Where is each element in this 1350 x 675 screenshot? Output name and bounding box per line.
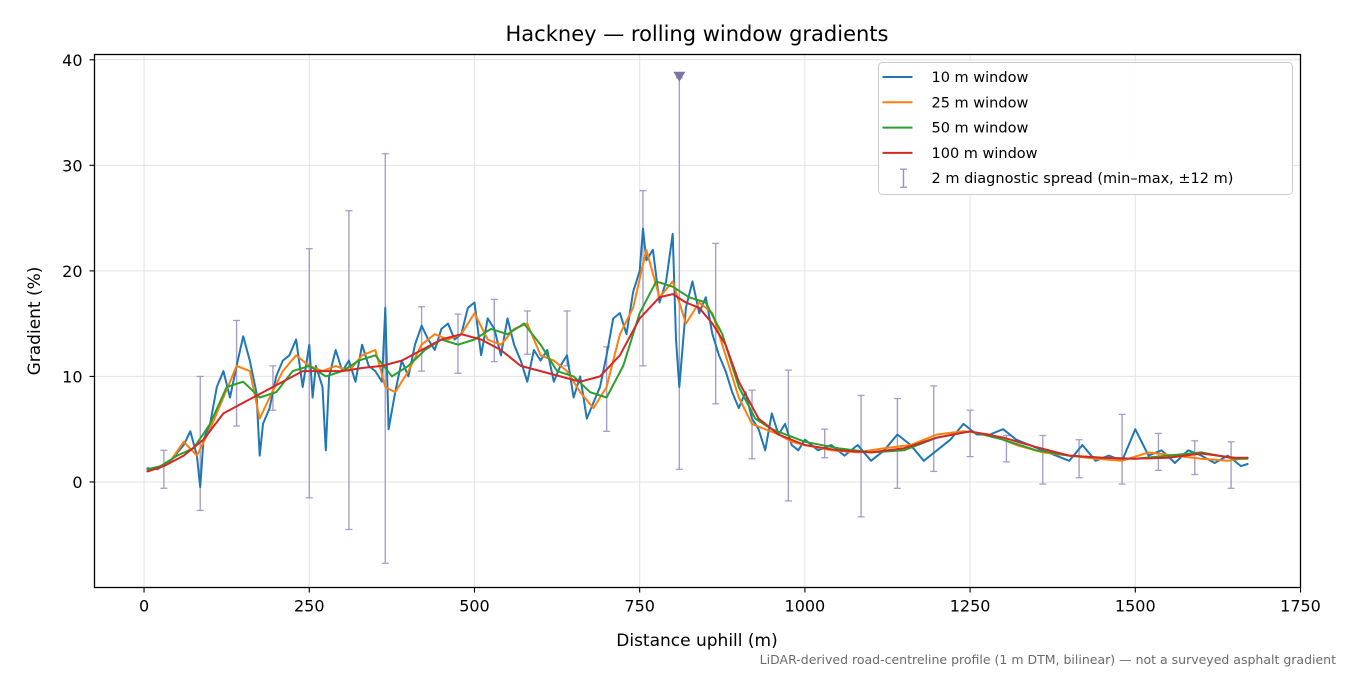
y-tick-label: 40 bbox=[62, 51, 82, 70]
legend-box bbox=[878, 62, 1293, 195]
series-line bbox=[146, 248, 1249, 473]
error-bars-group bbox=[160, 77, 1235, 564]
y-tick-label: 20 bbox=[62, 262, 82, 281]
legend-label: 50 m window bbox=[932, 121, 1029, 137]
x-tick-label: 1000 bbox=[785, 597, 826, 616]
clipped-range-marker bbox=[673, 71, 686, 82]
series-line bbox=[146, 293, 1249, 473]
y-axis-label: Gradient (%) bbox=[25, 267, 45, 376]
x-axis-label: Distance uphill (m) bbox=[616, 631, 777, 651]
y-tick-label: 0 bbox=[72, 473, 82, 492]
x-tick-label: 0 bbox=[139, 597, 149, 616]
plot-frame bbox=[93, 53, 1302, 589]
chart-title: Hackney — rolling window gradients bbox=[506, 22, 889, 46]
x-tick-label: 250 bbox=[294, 597, 325, 616]
legend-label: 100 m window bbox=[932, 146, 1038, 162]
series-lines-group bbox=[146, 227, 1249, 489]
legend-label: 2 m diagnostic spread (min–max, ±12 m) bbox=[932, 171, 1234, 187]
axis-ticks: 0 250 500 750 1000 1250 1500 1750 0 10 20 30 40 bbox=[62, 51, 1321, 616]
legend: 10 m window 25 m window 50 m window 100 m w… bbox=[878, 62, 1293, 195]
x-tick-label: 500 bbox=[459, 597, 490, 616]
y-tick-label: 30 bbox=[62, 156, 82, 175]
x-tick-label: 1750 bbox=[1280, 597, 1321, 616]
legend-label: 10 m window bbox=[932, 70, 1029, 86]
x-tick-label: 1250 bbox=[950, 597, 991, 616]
x-tick-label: 750 bbox=[624, 597, 655, 616]
clipped-marker-group bbox=[673, 71, 686, 82]
x-tick-label: 1500 bbox=[1115, 597, 1156, 616]
y-tick-label: 10 bbox=[62, 367, 82, 386]
footnote: LiDAR-derived road-centreline profile (1… bbox=[760, 652, 1336, 667]
series-line bbox=[146, 227, 1249, 489]
legend-label: 25 m window bbox=[932, 95, 1029, 111]
